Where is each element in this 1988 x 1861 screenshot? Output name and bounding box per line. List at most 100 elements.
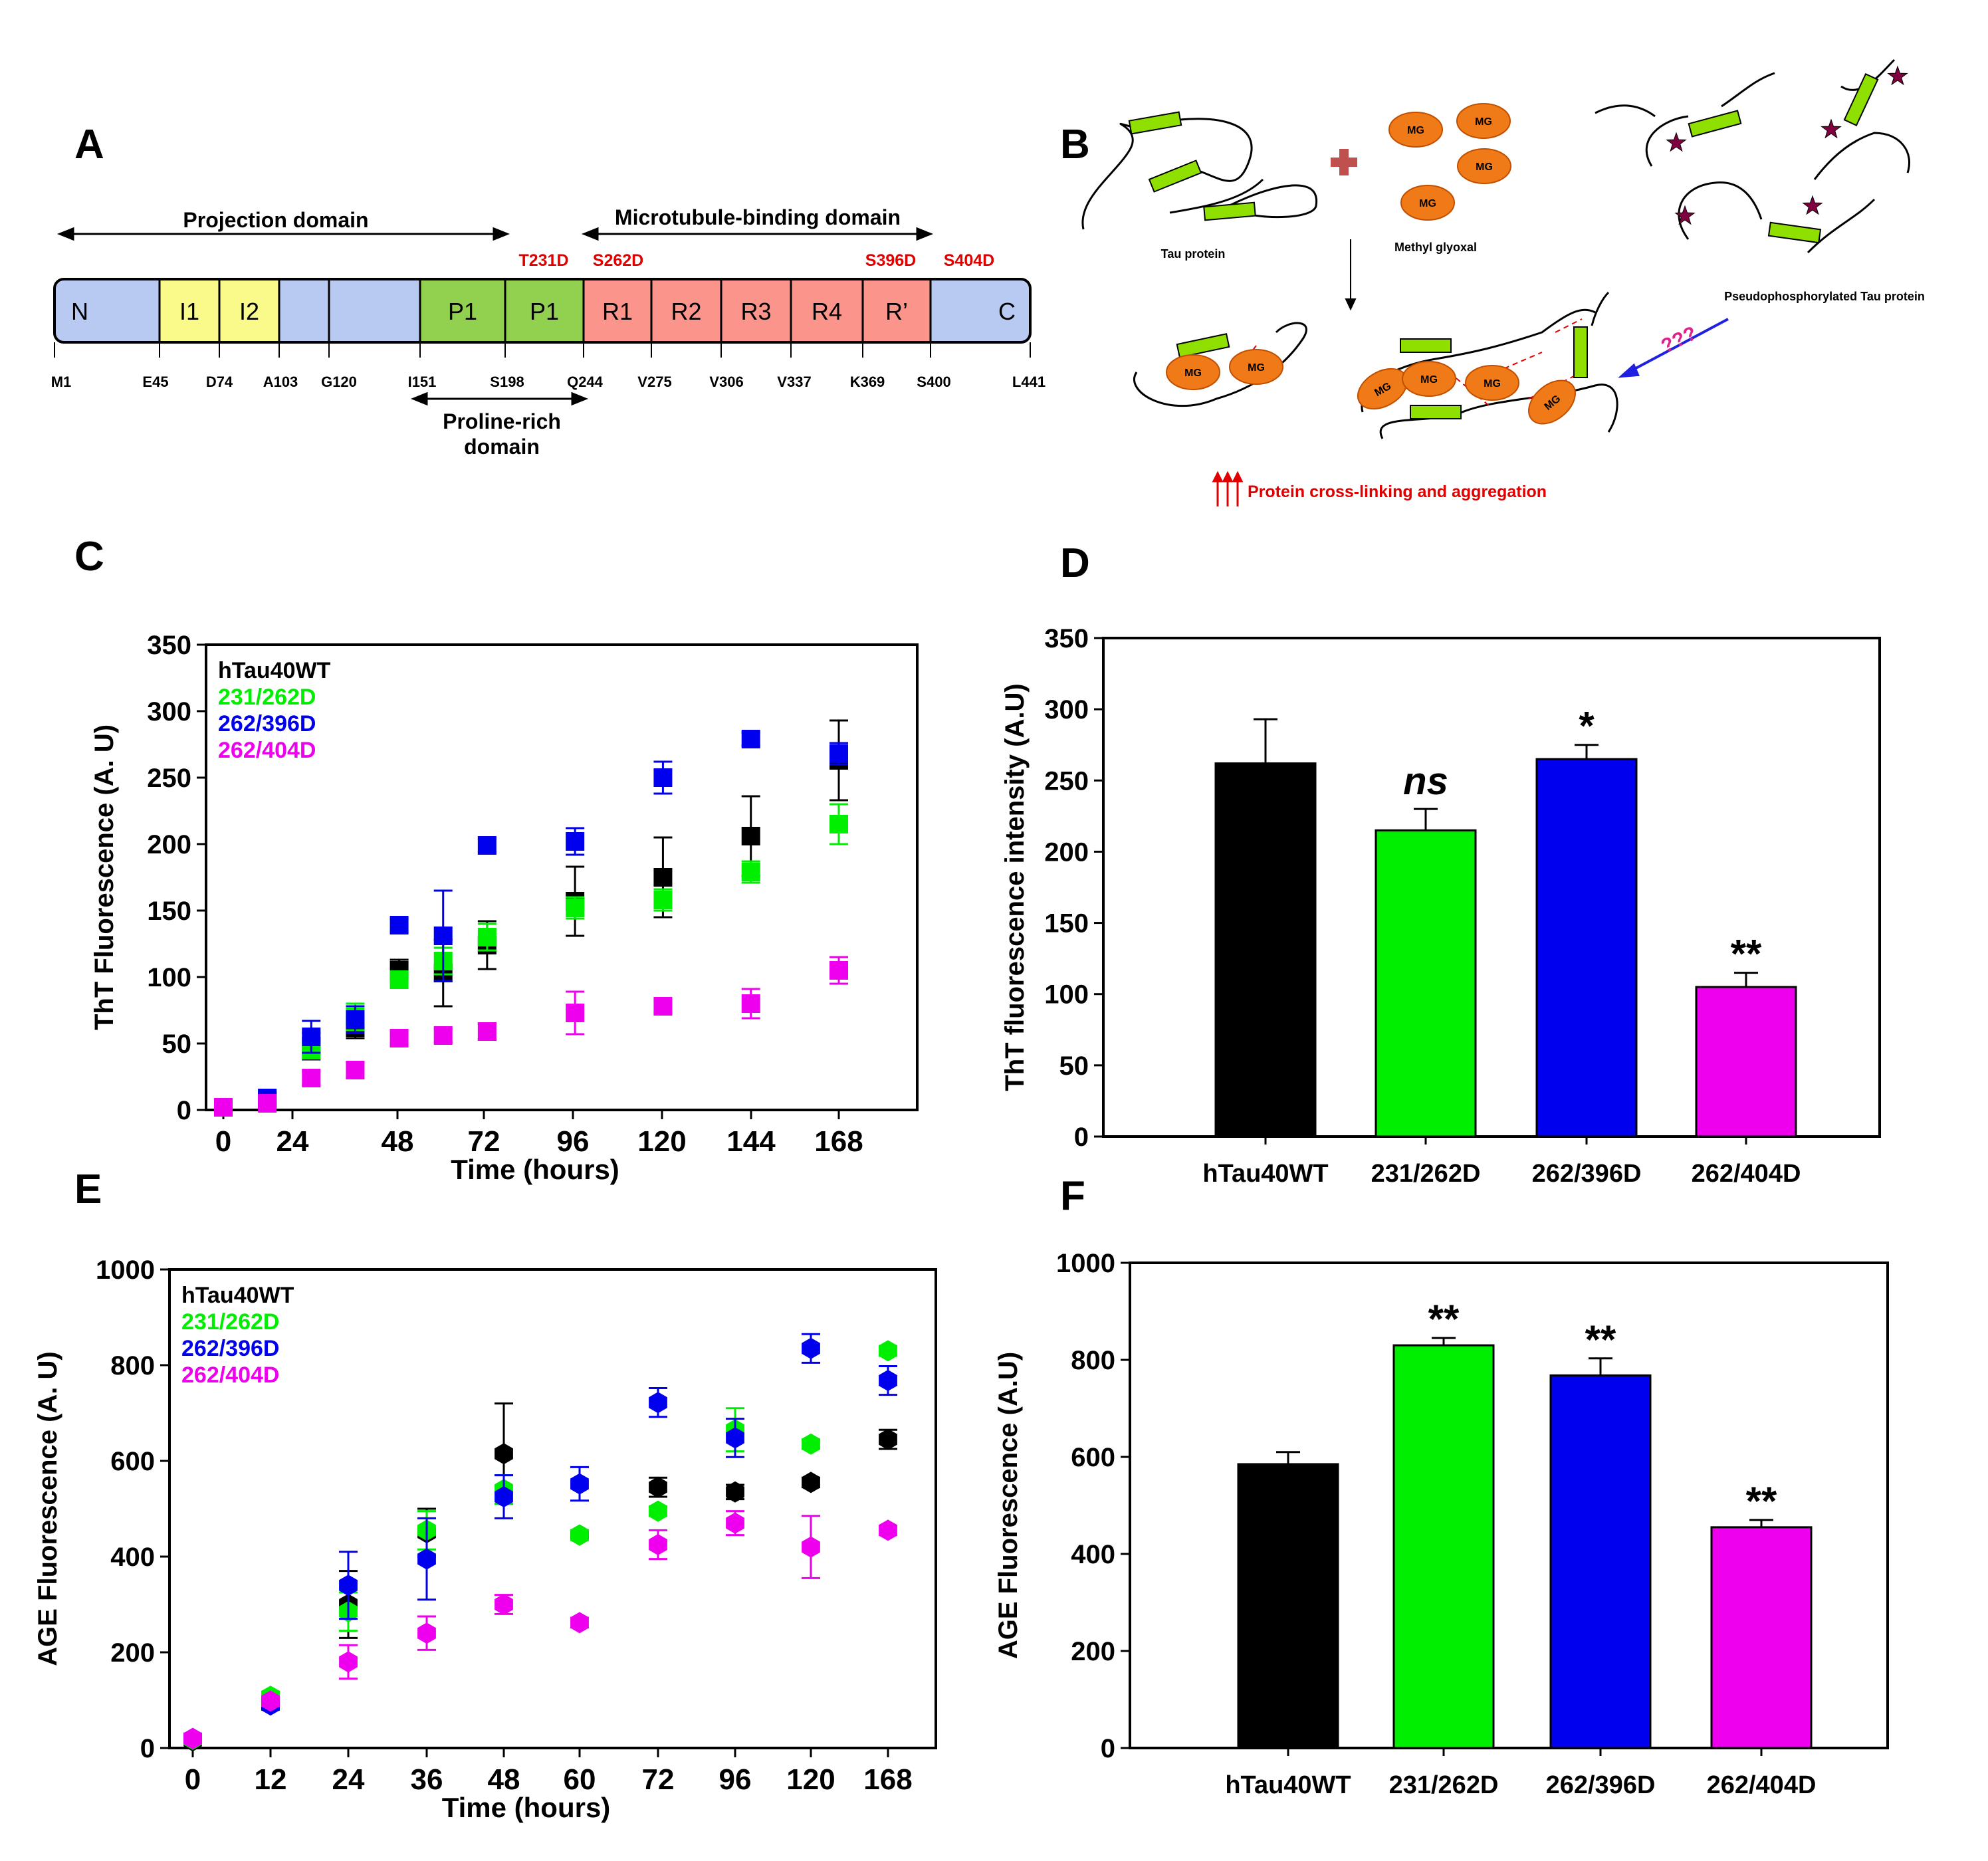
- y-tick-label: 200: [147, 830, 191, 859]
- domain-label: R’: [885, 298, 908, 325]
- data-point: [653, 891, 673, 909]
- residue-label: V306: [709, 374, 743, 390]
- x-tick-label: 0: [215, 1125, 231, 1158]
- panel-letter-f: F: [1060, 1173, 1085, 1219]
- residue-label: M1: [51, 374, 72, 390]
- mg-label: MG: [1484, 378, 1501, 389]
- domain-segment: [420, 279, 505, 342]
- mutation-label: T231D: [518, 251, 568, 270]
- mg-molecule-icon: MG: [1457, 148, 1511, 184]
- x-axis-label: Time (hours): [451, 1154, 619, 1185]
- significance-label: **: [1731, 932, 1762, 976]
- residue-label: V275: [637, 374, 671, 390]
- data-point: [802, 1536, 820, 1558]
- y-tick-label: 300: [147, 697, 191, 726]
- domain-label: R3: [740, 298, 771, 325]
- tau-chain-2: [1156, 118, 1253, 182]
- bar: [1214, 762, 1317, 1138]
- mg-label: MG: [1476, 162, 1493, 173]
- domain-label: C: [998, 298, 1016, 325]
- plot-frame: [1129, 1261, 1889, 1749]
- helix-segment: [1410, 405, 1462, 419]
- y-tick-label: 800: [1071, 1346, 1115, 1375]
- data-point: [495, 1594, 513, 1615]
- y-tick-label: 50: [1059, 1051, 1089, 1081]
- data-point: [879, 1370, 897, 1391]
- mg-blob: [1456, 103, 1511, 139]
- y-tick-label: 0: [1101, 1734, 1115, 1763]
- data-point: [649, 1392, 667, 1414]
- helix-segment: [1148, 160, 1202, 193]
- y-tick-label: 0: [140, 1734, 155, 1763]
- x-tick-label: 168: [863, 1763, 912, 1796]
- crosslink-label: Protein cross-linking and aggregation: [1248, 483, 1547, 501]
- legend-entry: 262/396D: [218, 711, 316, 736]
- domain-label: R4: [812, 298, 842, 325]
- mg-label: MG: [1420, 374, 1438, 385]
- chart-c-tht-kinetics: 0 50 100 150 200 250 300 350 ThT Fluorescence (A…: [90, 631, 919, 1185]
- data-point: [653, 768, 673, 787]
- panel-letter-e: E: [74, 1166, 102, 1212]
- data-point: [741, 730, 760, 748]
- data-point: [802, 1472, 820, 1493]
- data-point: [726, 1512, 744, 1534]
- mg-label: MG: [1407, 125, 1424, 136]
- x-tick-label: 120: [637, 1125, 686, 1158]
- data-point: [389, 1029, 409, 1047]
- y-tick-label: 400: [1071, 1540, 1115, 1569]
- ptau-chain-3: [1807, 132, 1911, 254]
- methyl-glyoxal-label: Methyl glyoxal: [1394, 241, 1477, 254]
- y-axis-label: ThT Fluorescence (A. U): [90, 724, 119, 1030]
- mg-molecule-icon: MG: [1465, 365, 1519, 401]
- significance-label: ns: [1403, 760, 1448, 803]
- data-point: [649, 1500, 667, 1522]
- y-axis-label: AGE Fluorescence (A. U): [33, 1351, 62, 1666]
- proline-rich-label-2: domain: [464, 435, 540, 459]
- data-point: [741, 994, 760, 1013]
- x-tick-label: 96: [719, 1763, 752, 1796]
- panel-letter-b: B: [1060, 122, 1090, 167]
- tau-chain-3: [1169, 178, 1318, 219]
- mg-label: MG: [1419, 198, 1436, 209]
- significance-label: **: [1428, 1297, 1460, 1341]
- x-category-label: 262/404D: [1692, 1160, 1801, 1188]
- mg-blob: [1465, 365, 1519, 401]
- x-tick-label: 144: [726, 1125, 776, 1158]
- data-point: [346, 1010, 365, 1029]
- residue-label: Q244: [567, 374, 604, 390]
- x-category-label: 262/396D: [1546, 1771, 1656, 1799]
- data-point: [829, 815, 848, 833]
- domain-segment: [863, 279, 931, 342]
- mg-blob: [1402, 361, 1456, 397]
- mutation-label: S396D: [865, 251, 916, 270]
- data-point: [417, 1548, 436, 1570]
- data-point: [302, 1069, 321, 1087]
- x-tick-label: 0: [185, 1763, 201, 1796]
- bar: [1695, 986, 1797, 1138]
- domain-segment: [505, 279, 584, 342]
- mg-molecule-icon: MG: [1357, 368, 1408, 410]
- y-tick-label: 350: [147, 631, 191, 660]
- domain-label: P1: [530, 298, 559, 325]
- x-tick-label: 12: [255, 1763, 287, 1796]
- phospho-star-icon: [1802, 195, 1823, 215]
- mg-molecule-icon: MG: [1388, 112, 1443, 148]
- tau-domain-map: Projection domain Microtubule-binding do…: [51, 205, 1046, 459]
- x-tick-label: 24: [276, 1125, 309, 1158]
- data-point: [653, 997, 673, 1016]
- phospho-star-icon: [1666, 132, 1687, 152]
- pseudophosphorylated-label: Pseudophosphorylated Tau protein: [1724, 290, 1925, 303]
- mg-molecule-icon: MG: [1456, 103, 1511, 139]
- data-point: [879, 1340, 897, 1362]
- domain-label: N: [71, 298, 88, 325]
- bar: [1237, 1463, 1339, 1749]
- data-point: [495, 1443, 513, 1465]
- data-point: [570, 1524, 589, 1546]
- panel-letter-a: A: [74, 122, 104, 167]
- data-point: [726, 1427, 744, 1449]
- data-point: [389, 970, 409, 989]
- data-point: [566, 832, 585, 851]
- mg-blob: [1457, 148, 1511, 184]
- legend-entry: 262/404D: [181, 1363, 279, 1388]
